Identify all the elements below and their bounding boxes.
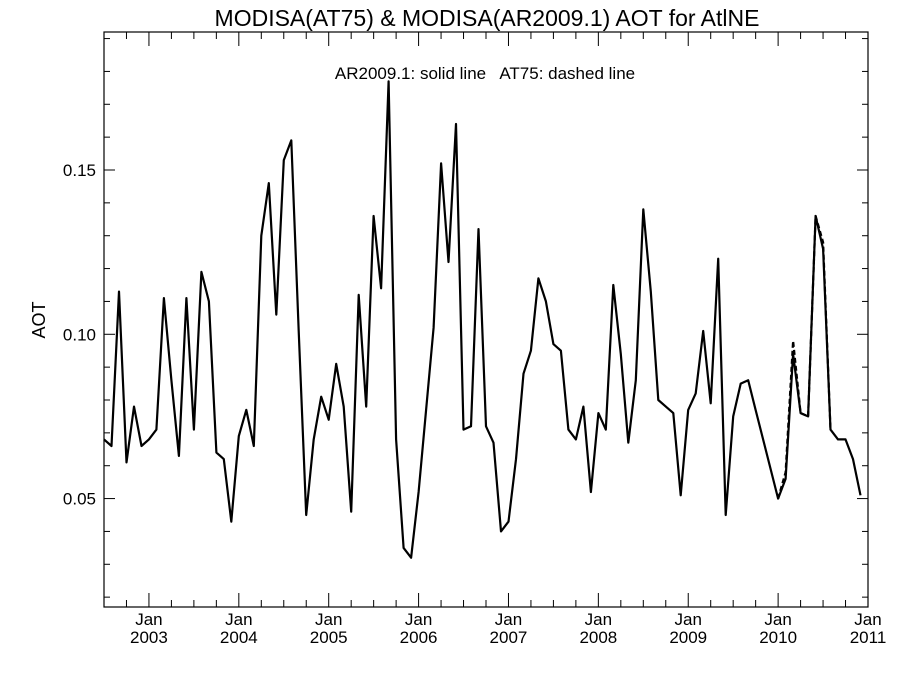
- x-tick-month-label: Jan: [135, 610, 162, 629]
- x-tick-year-label: 2009: [669, 628, 707, 647]
- x-tick-month-label: Jan: [585, 610, 612, 629]
- axis-ticks: [103, 32, 869, 607]
- x-tick-month-label: Jan: [315, 610, 342, 629]
- x-tick-year-label: 2006: [400, 628, 438, 647]
- x-tick-year-label: 2007: [490, 628, 528, 647]
- x-tick-month-label: Jan: [675, 610, 702, 629]
- x-tick-month-label: Jan: [854, 610, 881, 629]
- x-tick-year-label: 2005: [310, 628, 348, 647]
- x-tick-month-label: Jan: [405, 610, 432, 629]
- x-tick-month-label: Jan: [225, 610, 252, 629]
- x-tick-year-label: 2010: [759, 628, 797, 647]
- x-tick-year-label: 2011: [850, 628, 887, 647]
- data-series: [103, 80, 862, 559]
- y-tick-label: 0.10: [63, 325, 96, 344]
- tick-labels: 0.050.100.15Jan2003Jan2004Jan2005Jan2006…: [63, 161, 886, 647]
- line-style-annotation: AR2009.1: solid line AT75: dashed line: [335, 64, 635, 83]
- x-tick-year-label: 2008: [579, 628, 617, 647]
- plot-frame: [103, 31, 869, 608]
- x-tick-year-label: 2004: [220, 628, 258, 647]
- y-tick-label: 0.15: [63, 161, 96, 180]
- series-line-ar2009-1: [103, 80, 862, 559]
- x-tick-month-label: Jan: [764, 610, 791, 629]
- x-tick-year-label: 2003: [130, 628, 168, 647]
- chart-title: MODISA(AT75) & MODISA(AR2009.1) AOT for …: [215, 5, 760, 31]
- y-axis-label: AOT: [29, 301, 49, 338]
- x-tick-month-label: Jan: [495, 610, 522, 629]
- y-tick-label: 0.05: [63, 490, 96, 509]
